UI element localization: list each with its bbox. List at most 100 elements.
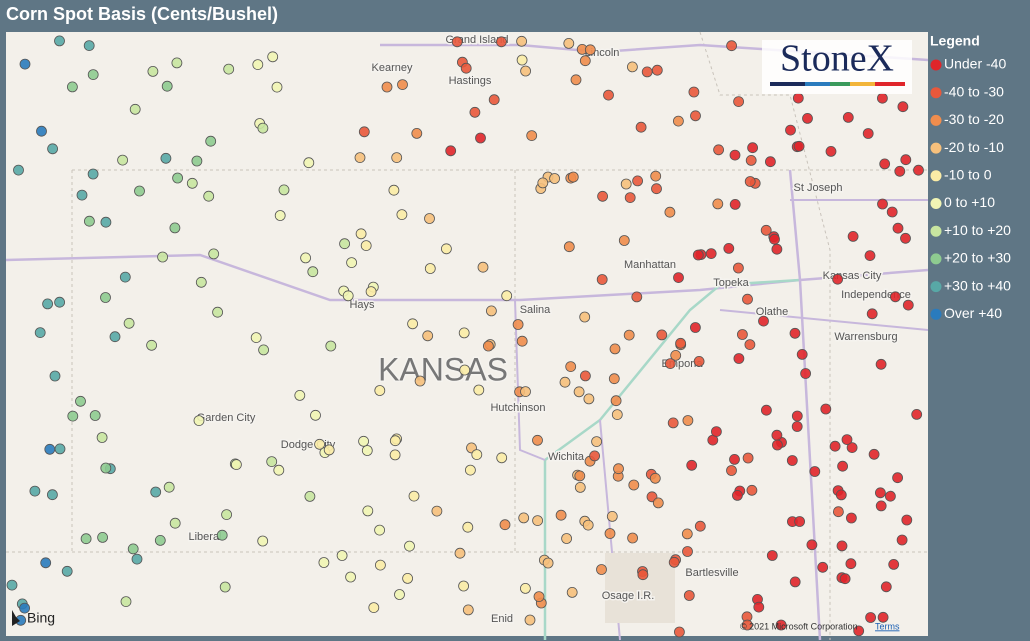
location-dot bbox=[637, 569, 649, 581]
location-dot bbox=[842, 112, 854, 123]
location-dot bbox=[473, 384, 485, 396]
location-dot bbox=[13, 164, 24, 176]
location-dot bbox=[753, 601, 765, 613]
location-dot bbox=[694, 520, 706, 532]
location-dot bbox=[561, 533, 572, 544]
location-dot bbox=[212, 306, 224, 318]
location-dot bbox=[555, 509, 567, 521]
location-dot bbox=[690, 322, 701, 333]
location-dot bbox=[794, 516, 805, 527]
location-dot bbox=[195, 276, 207, 288]
location-dot bbox=[358, 126, 370, 138]
location-dot bbox=[346, 257, 358, 269]
location-dot bbox=[800, 368, 811, 379]
location-dot bbox=[565, 361, 577, 373]
location-dot bbox=[618, 235, 630, 246]
location-dot bbox=[682, 546, 693, 557]
location-dot bbox=[817, 561, 829, 573]
location-dot bbox=[19, 602, 31, 614]
location-dot bbox=[604, 528, 616, 539]
location-dot bbox=[760, 224, 772, 236]
location-dot bbox=[488, 94, 500, 106]
location-dot bbox=[836, 540, 848, 552]
location-dot bbox=[747, 142, 758, 154]
location-dot bbox=[203, 190, 215, 202]
location-dot bbox=[693, 355, 705, 367]
location-dot bbox=[223, 63, 235, 75]
location-dot bbox=[901, 514, 913, 526]
location-dot bbox=[537, 177, 549, 189]
location-dot bbox=[129, 103, 141, 115]
location-dot bbox=[471, 449, 483, 461]
legend-swatch bbox=[930, 114, 942, 126]
location-dot bbox=[117, 154, 128, 166]
terms-link[interactable]: Terms bbox=[875, 621, 900, 631]
city-label: Salina bbox=[520, 304, 551, 316]
brand-logo: StoneX bbox=[762, 38, 912, 94]
location-dot bbox=[744, 176, 756, 187]
location-dot bbox=[650, 170, 662, 182]
location-dot bbox=[524, 614, 536, 626]
location-dot bbox=[829, 440, 841, 452]
location-dot bbox=[793, 140, 805, 152]
provider-name: Bing bbox=[27, 610, 55, 626]
location-dot bbox=[424, 263, 436, 274]
location-dot bbox=[345, 571, 357, 583]
location-dot bbox=[841, 434, 853, 446]
location-dot bbox=[769, 233, 780, 245]
location-dot bbox=[837, 460, 848, 472]
location-dot bbox=[516, 335, 528, 347]
location-dot bbox=[365, 286, 377, 298]
location-dot bbox=[501, 290, 513, 302]
location-dot bbox=[888, 559, 900, 570]
location-dot bbox=[809, 466, 821, 477]
legend-label: +20 to +30 bbox=[944, 250, 1011, 266]
location-dot bbox=[516, 54, 528, 66]
city-label: Hays bbox=[349, 299, 375, 311]
location-dot bbox=[789, 327, 801, 339]
location-dot bbox=[307, 266, 319, 278]
location-dot bbox=[597, 190, 608, 202]
city-label: Kansas City bbox=[823, 270, 882, 282]
location-dot bbox=[294, 389, 306, 401]
legend-swatch bbox=[930, 170, 942, 182]
location-dot bbox=[424, 213, 435, 224]
location-dot bbox=[451, 36, 463, 48]
legend-swatch bbox=[930, 281, 942, 293]
location-dot bbox=[169, 222, 181, 234]
location-dot bbox=[864, 250, 876, 262]
location-dot bbox=[744, 339, 756, 351]
location-dot bbox=[711, 426, 722, 438]
location-dot bbox=[641, 66, 653, 78]
legend-label: Over +40 bbox=[944, 305, 1002, 321]
location-dot bbox=[358, 435, 370, 447]
location-dot bbox=[733, 96, 744, 107]
location-dot bbox=[54, 35, 65, 47]
location-dot bbox=[230, 459, 242, 471]
location-dot bbox=[75, 395, 86, 407]
city-label: Liberal bbox=[188, 531, 221, 543]
location-dot bbox=[354, 152, 366, 164]
legend-label: 0 to +10 bbox=[944, 194, 995, 210]
city-label: Topeka bbox=[713, 277, 749, 289]
location-dot bbox=[267, 51, 279, 63]
location-dot bbox=[172, 172, 184, 184]
location-dot bbox=[791, 421, 803, 432]
legend-swatch bbox=[930, 225, 942, 237]
location-dot bbox=[100, 216, 112, 228]
location-dot bbox=[460, 62, 472, 74]
location-dot bbox=[791, 410, 803, 422]
location-dot bbox=[408, 490, 420, 502]
location-dot bbox=[745, 154, 757, 166]
location-dot bbox=[911, 408, 923, 420]
location-dot bbox=[310, 409, 321, 421]
location-dot bbox=[97, 532, 108, 543]
location-dot bbox=[186, 177, 198, 189]
location-dot bbox=[668, 556, 680, 568]
location-dot bbox=[397, 79, 408, 90]
location-dot bbox=[157, 251, 169, 263]
location-dot bbox=[482, 340, 494, 352]
city-label: Garden City bbox=[197, 412, 256, 424]
location-dot bbox=[579, 55, 591, 67]
